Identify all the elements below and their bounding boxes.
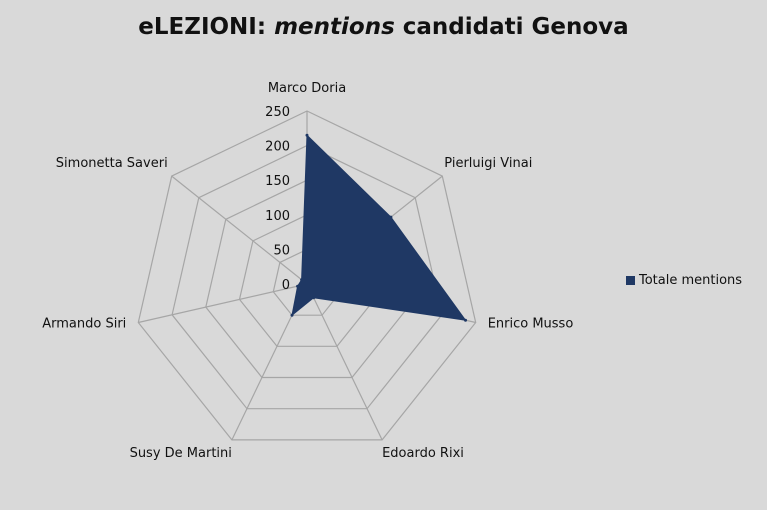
category-label-0: Marco Doria (268, 81, 346, 96)
category-label-6: Simonetta Saveri (56, 156, 168, 171)
category-label-1: Pierluigi Vinai (444, 156, 532, 171)
category-label-3: Edoardo Rixi (382, 446, 464, 461)
data-point-5 (296, 284, 300, 288)
grid-ring-200 (171, 144, 443, 410)
tick-label-200: 200 (265, 140, 290, 155)
data-point-1 (389, 215, 393, 219)
title-prefix: eLEZIONI: (138, 14, 267, 40)
title-suffix: candidati Genova (402, 14, 629, 40)
spoke-3 (306, 283, 383, 441)
data-point-3 (312, 296, 316, 300)
data-point-0 (305, 133, 309, 137)
data-point-4 (290, 313, 294, 317)
category-label-5: Armando Siri (42, 317, 126, 332)
tick-label-0: 0 (282, 278, 290, 293)
legend-label: Totale mentions (639, 273, 743, 288)
series-layer (290, 133, 467, 322)
category-labels: Marco Doria Pierluigi Vinai Enrico Musso Ed… (42, 81, 573, 461)
tick-label-100: 100 (265, 209, 290, 224)
data-point-6 (300, 278, 304, 282)
series-area-0 (291, 134, 467, 321)
tick-label-150: 150 (265, 174, 290, 189)
title-italic: mentions (274, 14, 395, 40)
tick-label-250: 250 (265, 105, 290, 120)
chart-title: eLEZIONI: mentions candidati Genova (0, 14, 767, 40)
tick-labels: 0 50 100 150 200 250 (265, 105, 290, 293)
category-label-4: Susy De Martini (130, 446, 232, 461)
spoke-6 (171, 175, 308, 285)
data-point-2 (464, 318, 467, 322)
tick-label-50: 50 (273, 243, 290, 258)
legend-swatch (626, 276, 635, 285)
spoke-5 (138, 283, 308, 324)
grid-ring-250 (137, 110, 477, 441)
category-label-2: Enrico Musso (488, 317, 574, 332)
legend: Totale mentions (626, 273, 742, 288)
